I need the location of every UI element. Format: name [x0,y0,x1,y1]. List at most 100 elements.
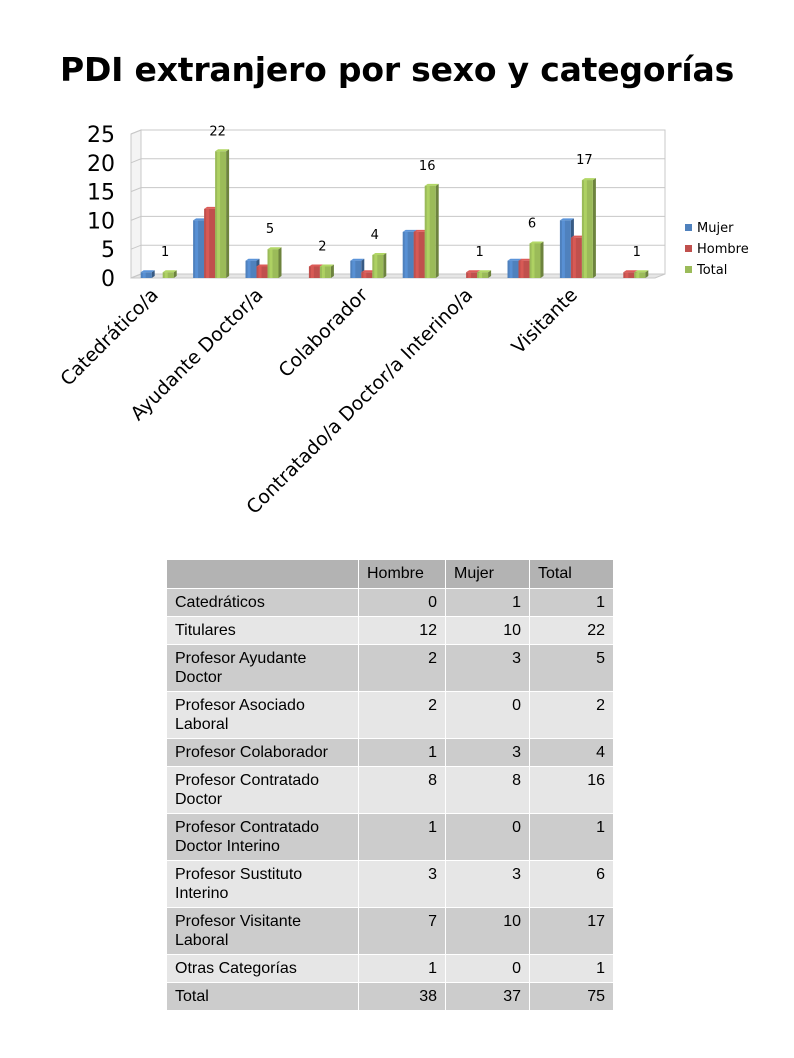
bar [529,241,544,278]
bar [424,183,439,278]
y-tick-label: 20 [87,152,115,177]
table-cell-value: 3 [445,860,530,908]
table-row: Profesor Contratado Doctor 8 8 16 [166,766,614,814]
table-header-cell [166,559,359,589]
table-cell-value: 37 [445,982,530,1011]
table-cell-label: Profesor Sustituto Interino [166,860,359,908]
table-cell-value: 3 [445,644,530,692]
data-label: 2 [318,239,326,254]
table-header-cell: Mujer [445,559,530,589]
table-cell-value: 1 [445,588,530,617]
bar [634,270,649,278]
bar [319,264,334,278]
table-cell-label: Profesor Ayudante Doctor [166,644,359,692]
table-total-row: Total 38 37 75 [166,982,614,1011]
table-row: Profesor Colaborador 1 3 4 [166,738,614,767]
y-axis: 0 5 10 15 20 25 [87,123,115,292]
table-cell-value: 38 [358,982,446,1011]
table-cell-label: Profesor Contratado Doctor [166,766,359,814]
table-cell-value: 6 [529,860,614,908]
table-cell-value: 1 [529,954,614,983]
table-cell-value: 0 [445,954,530,983]
gridline [130,129,665,135]
gridline [130,187,665,193]
table-header-cell: Total [529,559,614,589]
y-tick-label: 25 [87,123,115,148]
table-row: Profesor Ayudante Doctor 2 3 5 [166,644,614,692]
table-cell-value: 2 [529,691,614,739]
table-cell-label: Total [166,982,359,1011]
table-cell-label: Otras Categorías [166,954,359,983]
gridline [130,244,665,250]
table-cell-value: 12 [358,616,446,645]
table-row: Profesor Asociado Laboral 2 0 2 [166,691,614,739]
bar [267,247,282,278]
chart-legend: Mujer Hombre Total [685,221,749,278]
x-tick-label: Colaborador [274,284,372,382]
legend-label: Mujer [697,221,734,236]
table-cell-value: 0 [445,691,530,739]
table-cell-value: 2 [358,644,446,692]
table-row: Otras Categorías 1 0 1 [166,954,614,983]
table-cell-value: 10 [445,907,530,955]
y-tick-label: 0 [101,267,115,292]
data-label: 6 [528,216,536,231]
data-label: 22 [209,124,226,139]
table-cell-label: Profesor Colaborador [166,738,359,767]
table-cell-value: 3 [358,860,446,908]
table-row: Catedráticos 0 1 1 [166,588,614,617]
table-cell-value: 4 [529,738,614,767]
table-cell-value: 8 [358,766,446,814]
table-cell-value: 17 [529,907,614,955]
table-cell-value: 0 [445,813,530,861]
legend-label: Total [696,263,727,278]
table-cell-label: Titulares [166,616,359,645]
chart-grid [130,129,666,279]
data-label: 5 [266,222,274,237]
table-row: Profesor Sustituto Interino 3 3 6 [166,860,614,908]
legend-swatch [685,245,692,252]
page-title: PDI extranjero por sexo y categorías [59,50,735,89]
table-cell-value: 2 [358,691,446,739]
table-row: Profesor Visitante Laboral 7 10 17 [166,907,614,955]
x-tick-label: Contratado/a Doctor/a Interino/a [242,284,477,519]
gridline [130,215,665,221]
table-header-row: Hombre Mujer Total [166,559,614,589]
bar [140,270,155,278]
data-table: Hombre Mujer Total Catedráticos 0 1 1 Titula… [166,559,614,1011]
chart-side-wall [130,129,142,279]
table-row: Titulares 12 10 22 [166,616,614,645]
data-label: 1 [475,245,483,260]
x-tick-label: Visitante [507,284,581,358]
table-body: Catedráticos 0 1 1 Titulares 12 10 22 Profesor A… [166,588,614,983]
table-cell-value: 10 [445,616,530,645]
table-cell-value: 75 [529,982,614,1011]
data-label: 16 [419,159,436,174]
table-cell-label: Profesor Contratado Doctor Interino [166,813,359,861]
chart-bars [140,149,649,278]
table-cell-value: 0 [358,588,446,617]
table-row: Profesor Contratado Doctor Interino 1 0 1 [166,813,614,861]
table-cell-value: 22 [529,616,614,645]
y-tick-label: 15 [87,181,115,206]
table-cell-value: 3 [445,738,530,767]
legend-label: Hombre [697,242,749,257]
data-label: 1 [633,245,641,260]
table-cell-value: 1 [358,813,446,861]
bar [215,149,230,278]
table-cell-value: 1 [529,588,614,617]
data-label: 1 [161,245,169,260]
table-cell-label: Catedráticos [166,588,359,617]
table-cell-value: 16 [529,766,614,814]
table-header-cell: Hombre [358,559,446,589]
table-cell-label: Profesor Asociado Laboral [166,691,359,739]
gridline [130,158,665,164]
table-cell-value: 8 [445,766,530,814]
legend-swatch [685,224,692,231]
data-label: 4 [371,228,379,243]
table-cell-value: 1 [529,813,614,861]
table-cell-value: 1 [358,954,446,983]
table-cell-value: 1 [358,738,446,767]
